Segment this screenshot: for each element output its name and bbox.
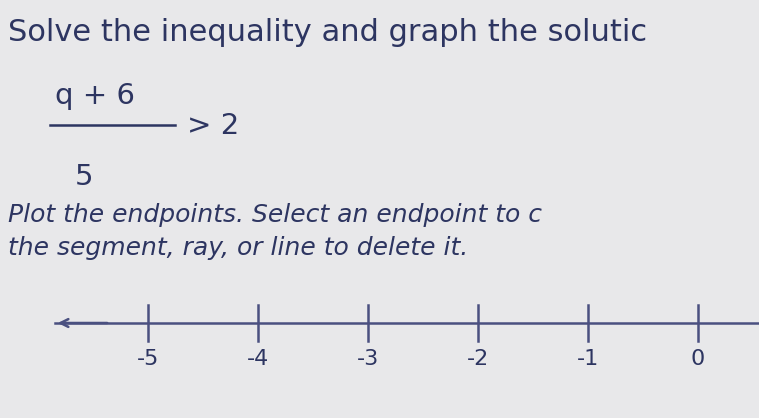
- Text: 5: 5: [75, 163, 93, 191]
- Text: -4: -4: [247, 349, 269, 369]
- Text: -2: -2: [467, 349, 489, 369]
- Text: -5: -5: [137, 349, 159, 369]
- Text: -3: -3: [357, 349, 380, 369]
- Text: Solve the inequality and graph the solutic: Solve the inequality and graph the solut…: [8, 18, 647, 47]
- Text: Plot the endpoints. Select an endpoint to c: Plot the endpoints. Select an endpoint t…: [8, 203, 542, 227]
- Text: q + 6: q + 6: [55, 82, 135, 110]
- Text: the segment, ray, or line to delete it.: the segment, ray, or line to delete it.: [8, 236, 468, 260]
- Text: > 2: > 2: [187, 112, 239, 140]
- Text: 0: 0: [691, 349, 705, 369]
- Text: -1: -1: [577, 349, 599, 369]
